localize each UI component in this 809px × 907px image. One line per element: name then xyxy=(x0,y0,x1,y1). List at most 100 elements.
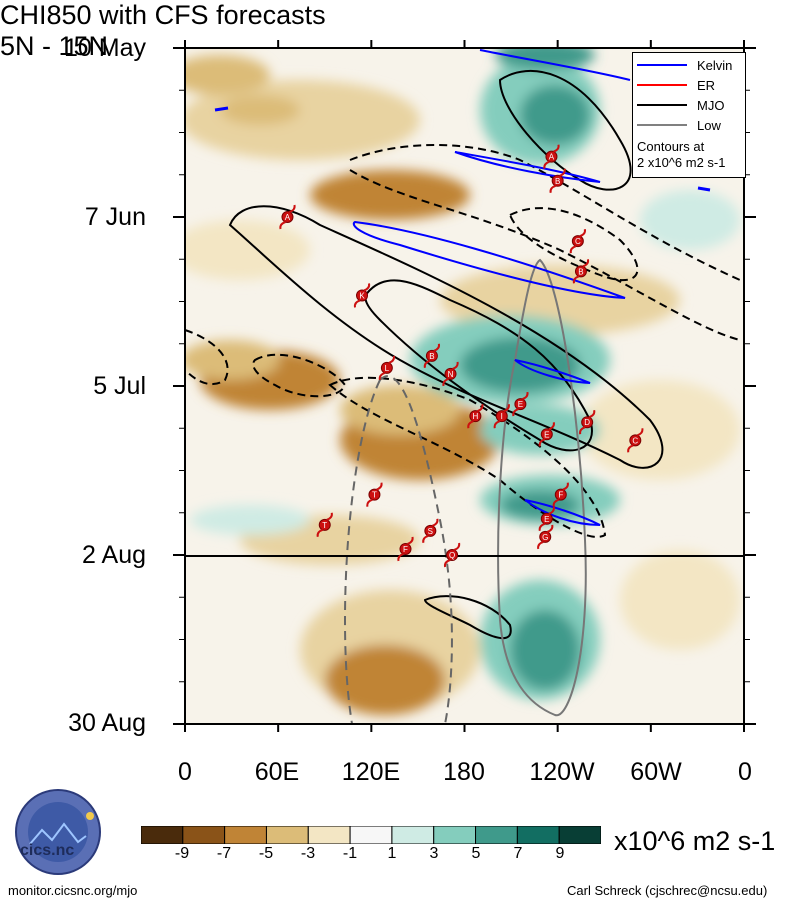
mjo-contour xyxy=(498,69,632,191)
storm-marker-dot xyxy=(281,211,294,223)
storm-marker-c: C xyxy=(627,428,644,453)
kelvin-contour xyxy=(514,359,591,384)
storm-marker-letter: K xyxy=(359,291,365,300)
colorbar-tick-label: 1 xyxy=(387,845,397,862)
colorbar-swatch xyxy=(558,826,601,844)
storm-marker-swirl xyxy=(569,228,586,254)
storm-marker-swirl xyxy=(538,506,555,531)
mjo-contour xyxy=(423,595,512,640)
storm-marker-dot xyxy=(551,174,564,187)
storm-marker-dot xyxy=(540,512,553,525)
y-tick-label-5-jul: 5 Jul xyxy=(93,372,146,400)
storm-marker-letter: E xyxy=(544,515,549,524)
storm-marker-dot xyxy=(356,289,369,302)
storm-marker-e: E xyxy=(538,506,555,531)
storm-marker-b: B xyxy=(423,343,441,369)
storm-marker-f: F xyxy=(397,536,414,562)
storm-marker-letter: S xyxy=(428,527,433,536)
y-tick-label-30-aug: 30 Aug xyxy=(68,709,146,737)
legend-item-low: Low xyxy=(637,117,721,133)
colorbar-unit-label: x10^6 m2 s-1 xyxy=(614,826,776,856)
storm-marker-letter: F xyxy=(403,545,408,554)
storm-marker-q: Q xyxy=(443,542,461,568)
storm-marker-swirl xyxy=(579,410,596,435)
x-tick-label-0-right: 0 xyxy=(738,758,752,786)
storm-marker-swirl xyxy=(378,355,395,381)
x-tick-label-60w: 60W xyxy=(630,758,682,786)
storm-marker-t: T xyxy=(316,512,333,538)
legend-label-low: Low xyxy=(697,117,721,133)
mjo-dashed-contour xyxy=(184,329,229,386)
legend-label-kelvin: Kelvin xyxy=(697,57,733,73)
y-tick-label-7-jun: 7 Jun xyxy=(84,203,146,231)
kelvin-contour xyxy=(697,186,711,192)
colorbar-swatch xyxy=(265,826,309,844)
storm-marker-letter: B xyxy=(555,177,560,186)
storm-marker-dot xyxy=(545,150,558,163)
storm-marker-letter: C xyxy=(575,237,581,246)
legend-item-er: ER xyxy=(637,77,715,93)
colorbar-swatch xyxy=(349,826,393,844)
website-link[interactable]: monitor.cicsnc.org/mjo xyxy=(8,883,138,898)
storm-marker-dot xyxy=(368,488,381,501)
storm-marker-dot xyxy=(424,524,437,537)
legend-contour-note: Contours at 2 x10^6 m2 s-1 xyxy=(637,139,726,170)
storm-marker-t: T xyxy=(366,482,383,507)
author-credit: Carl Schreck (cjschrec@ncsu.edu) xyxy=(567,883,768,898)
legend-swatch-low xyxy=(637,124,687,126)
x-tick-label-0: 0 xyxy=(178,758,192,786)
colorbar-tick-label: 3 xyxy=(429,845,439,862)
storm-marker-swirl xyxy=(549,168,566,193)
storm-marker-dot xyxy=(380,361,393,374)
storm-marker-d: D xyxy=(579,410,596,435)
colorbar-tick-label: -7 xyxy=(216,845,232,862)
colorbar-tick-label: 7 xyxy=(513,845,523,862)
legend-swatch-er xyxy=(637,84,687,86)
colorbar-swatch xyxy=(516,826,560,844)
legend-item-kelvin: Kelvin xyxy=(637,57,732,73)
storm-marker-letter: Q xyxy=(449,551,455,560)
colorbar-swatch xyxy=(182,826,226,844)
storm-marker-f: F xyxy=(552,482,569,507)
legend-label-mjo: MJO xyxy=(697,97,725,113)
storm-marker-letter: T xyxy=(322,521,327,530)
kelvin-contour xyxy=(352,220,626,299)
storm-marker-letter: G xyxy=(542,533,548,542)
kelvin-contour xyxy=(479,49,631,81)
storm-marker-swirl xyxy=(397,536,414,562)
y-tick-label-10-may: 10 May xyxy=(64,34,146,62)
mjo-dashed-contour xyxy=(349,169,741,341)
storm-marker-letter: T xyxy=(372,491,377,500)
mjo-dashed-contour xyxy=(252,353,347,398)
storm-marker-dot xyxy=(425,349,438,362)
storm-marker-swirl xyxy=(552,482,569,507)
storm-marker-swirl xyxy=(422,518,439,544)
storm-marker-swirl xyxy=(366,482,383,507)
storm-marker-letter: I xyxy=(501,412,503,421)
storm-marker-letter: B xyxy=(429,352,434,361)
storm-marker-swirl xyxy=(493,403,510,429)
storm-marker-n: N xyxy=(442,361,459,387)
legend: Kelvin ER MJO Low Contours at 2 x10^6 m2… xyxy=(632,52,746,178)
y-tick-label-2-aug: 2 Aug xyxy=(82,541,146,569)
storm-marker-dot xyxy=(539,530,552,543)
storm-marker-swirl xyxy=(543,144,560,169)
kelvin-contour xyxy=(454,151,601,183)
chart-title: CHI850 with CFS forecasts xyxy=(0,0,326,30)
storm-marker-i: I xyxy=(493,403,510,429)
storm-marker-letter: B xyxy=(578,267,583,276)
colorbar-tick-label: -3 xyxy=(300,845,316,862)
colorbar-tick-label: -9 xyxy=(174,845,190,862)
storm-marker-b: B xyxy=(549,168,566,193)
storm-marker-dot xyxy=(581,416,594,429)
storm-marker-swirl xyxy=(467,403,484,429)
storm-marker-swirl xyxy=(572,259,590,284)
storm-marker-b: B xyxy=(572,259,590,284)
storm-marker-dot xyxy=(514,398,527,411)
colorbar-swatch xyxy=(433,826,477,844)
storm-marker-letter: L xyxy=(385,364,390,373)
colorbar-swatch xyxy=(475,826,518,844)
storm-marker-swirl xyxy=(316,512,333,538)
storm-marker-swirl xyxy=(538,422,555,447)
mjo-contour xyxy=(228,205,664,469)
